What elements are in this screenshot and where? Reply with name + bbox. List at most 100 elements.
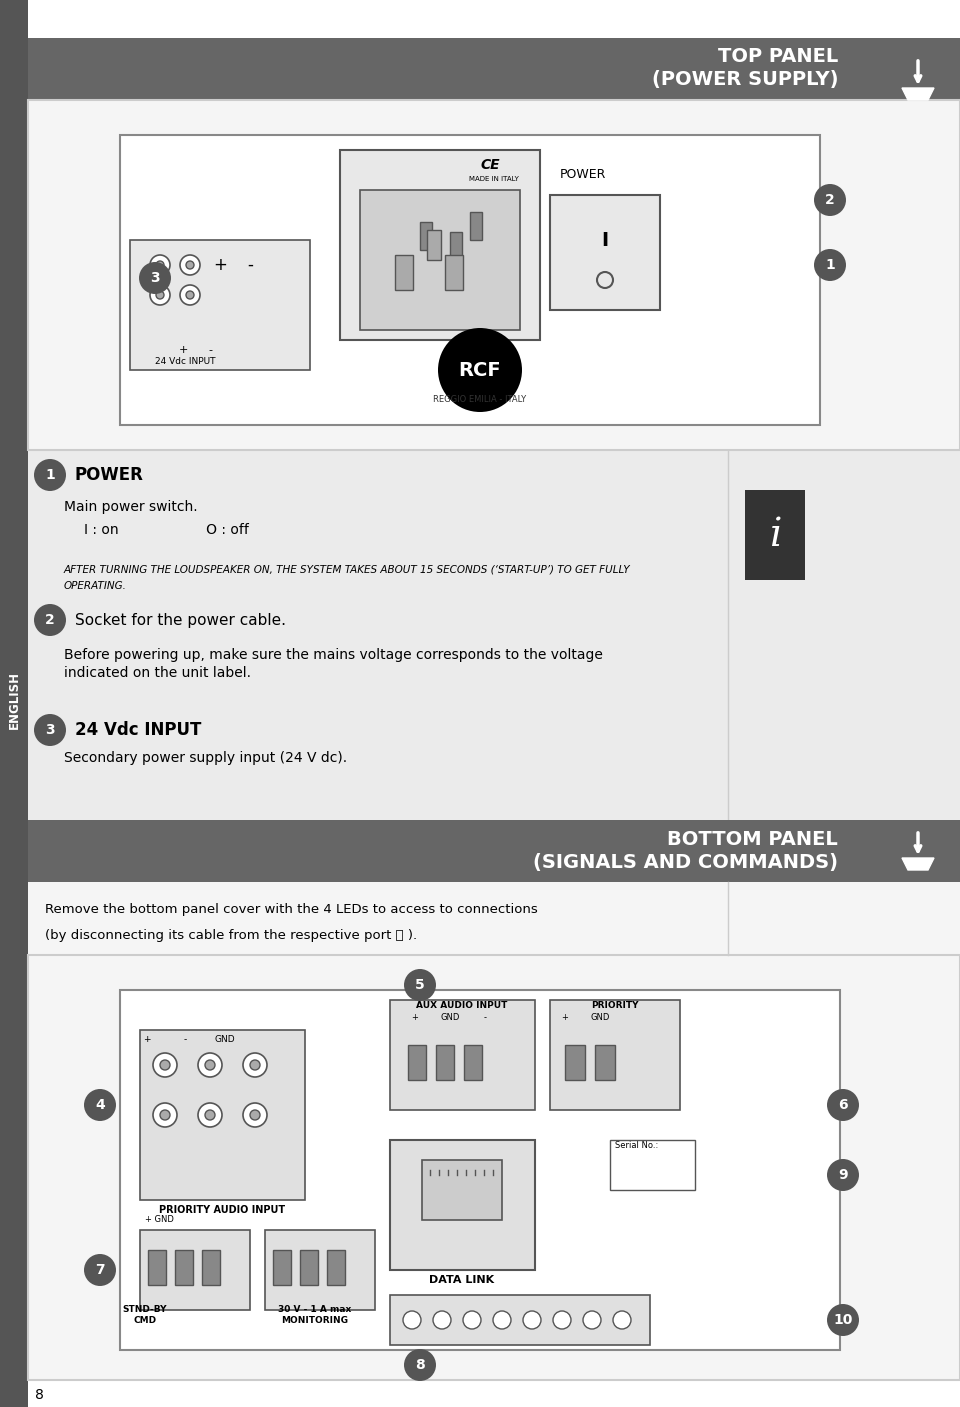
Bar xyxy=(550,196,660,310)
Bar xyxy=(408,1045,426,1081)
Circle shape xyxy=(198,1052,222,1076)
Circle shape xyxy=(205,1059,215,1069)
Circle shape xyxy=(553,1311,571,1330)
Text: 30 V - 1 A max
MONITORING: 30 V - 1 A max MONITORING xyxy=(278,1304,351,1325)
Text: 1: 1 xyxy=(45,469,55,483)
Circle shape xyxy=(186,291,194,300)
Circle shape xyxy=(250,1110,260,1120)
Text: TOP PANEL
(POWER SUPPLY): TOP PANEL (POWER SUPPLY) xyxy=(652,46,838,89)
Circle shape xyxy=(243,1052,267,1076)
Bar xyxy=(300,1249,318,1285)
Text: GND: GND xyxy=(215,1036,235,1044)
Text: MADE IN ITALY: MADE IN ITALY xyxy=(469,176,519,182)
Text: 7: 7 xyxy=(95,1263,105,1278)
Circle shape xyxy=(827,1304,859,1337)
Circle shape xyxy=(438,328,522,412)
Text: + GND: + GND xyxy=(145,1216,174,1224)
Text: BOTTOM PANEL
(SIGNALS AND COMMANDS): BOTTOM PANEL (SIGNALS AND COMMANDS) xyxy=(533,830,838,872)
Text: AUX AUDIO INPUT: AUX AUDIO INPUT xyxy=(417,1000,508,1009)
Bar xyxy=(273,1249,291,1285)
Bar xyxy=(28,38,960,100)
Text: POWER: POWER xyxy=(560,169,607,182)
Circle shape xyxy=(34,604,66,636)
Bar xyxy=(28,955,960,1380)
Text: 9: 9 xyxy=(838,1168,848,1182)
Text: DATA LINK: DATA LINK xyxy=(429,1275,494,1285)
Bar xyxy=(28,450,960,820)
Circle shape xyxy=(139,262,171,294)
Text: 5: 5 xyxy=(415,978,425,992)
Text: +: + xyxy=(179,345,191,355)
Text: 24 Vdc INPUT: 24 Vdc INPUT xyxy=(155,357,215,366)
Text: (by disconnecting its cable from the respective port ⓙ ).: (by disconnecting its cable from the res… xyxy=(45,929,418,941)
Bar xyxy=(265,1230,375,1310)
Text: STND-BY
CMD: STND-BY CMD xyxy=(123,1304,167,1325)
Bar xyxy=(420,222,432,250)
Circle shape xyxy=(463,1311,481,1330)
Circle shape xyxy=(160,1110,170,1120)
Text: 4: 4 xyxy=(95,1097,105,1112)
Circle shape xyxy=(160,1059,170,1069)
Text: -: - xyxy=(484,1013,487,1023)
Circle shape xyxy=(403,1311,421,1330)
Bar xyxy=(595,1045,615,1081)
Text: ENGLISH: ENGLISH xyxy=(8,671,20,729)
Text: PRIORITY AUDIO INPUT: PRIORITY AUDIO INPUT xyxy=(159,1204,285,1216)
Circle shape xyxy=(250,1059,260,1069)
Text: OPERATING.: OPERATING. xyxy=(64,581,127,591)
Circle shape xyxy=(84,1254,116,1286)
Text: 1: 1 xyxy=(826,257,835,272)
Bar xyxy=(427,229,441,260)
Bar xyxy=(148,1249,166,1285)
Text: GND: GND xyxy=(590,1013,610,1023)
Bar xyxy=(390,1294,650,1345)
Text: Serial No.:: Serial No.: xyxy=(615,1141,659,1150)
Bar xyxy=(130,241,310,370)
Text: Socket for the power cable.: Socket for the power cable. xyxy=(75,612,286,628)
Text: +: + xyxy=(412,1013,419,1023)
Text: Remove the bottom panel cover with the 4 LEDs to access to connections: Remove the bottom panel cover with the 4… xyxy=(45,903,538,916)
Text: i: i xyxy=(769,516,781,553)
Bar xyxy=(175,1249,193,1285)
Text: POWER: POWER xyxy=(75,466,144,484)
Text: 6: 6 xyxy=(838,1097,848,1112)
Circle shape xyxy=(156,291,164,300)
Circle shape xyxy=(180,286,200,305)
Circle shape xyxy=(583,1311,601,1330)
Circle shape xyxy=(613,1311,631,1330)
Bar xyxy=(470,212,482,241)
Bar xyxy=(120,135,820,425)
Bar xyxy=(28,820,960,882)
Circle shape xyxy=(150,286,170,305)
Text: -: - xyxy=(183,1036,186,1044)
Text: I: I xyxy=(601,231,609,249)
Circle shape xyxy=(814,184,846,217)
Text: Secondary power supply input (24 V dc).: Secondary power supply input (24 V dc). xyxy=(64,751,348,765)
Circle shape xyxy=(198,1103,222,1127)
Bar xyxy=(327,1249,345,1285)
Text: -: - xyxy=(208,345,212,355)
Circle shape xyxy=(34,713,66,746)
Bar xyxy=(450,232,462,260)
Bar xyxy=(610,1140,695,1190)
Bar xyxy=(550,1000,680,1110)
Text: REGGIO EMILIA - ITALY: REGGIO EMILIA - ITALY xyxy=(433,395,527,404)
Bar xyxy=(28,882,960,955)
Text: 10: 10 xyxy=(833,1313,852,1327)
Circle shape xyxy=(153,1052,177,1076)
Bar xyxy=(28,955,960,1380)
Bar xyxy=(140,1230,250,1310)
Text: +: + xyxy=(562,1013,568,1023)
Bar xyxy=(340,151,540,340)
Bar xyxy=(436,1045,454,1081)
Circle shape xyxy=(523,1311,541,1330)
Text: GND: GND xyxy=(441,1013,460,1023)
Circle shape xyxy=(84,1089,116,1121)
Bar xyxy=(140,1030,305,1200)
Circle shape xyxy=(243,1103,267,1127)
Text: Main power switch.: Main power switch. xyxy=(64,499,198,514)
Text: PRIORITY: PRIORITY xyxy=(591,1000,638,1009)
Bar xyxy=(445,255,463,290)
Text: 3: 3 xyxy=(45,723,55,737)
Bar xyxy=(360,190,520,331)
